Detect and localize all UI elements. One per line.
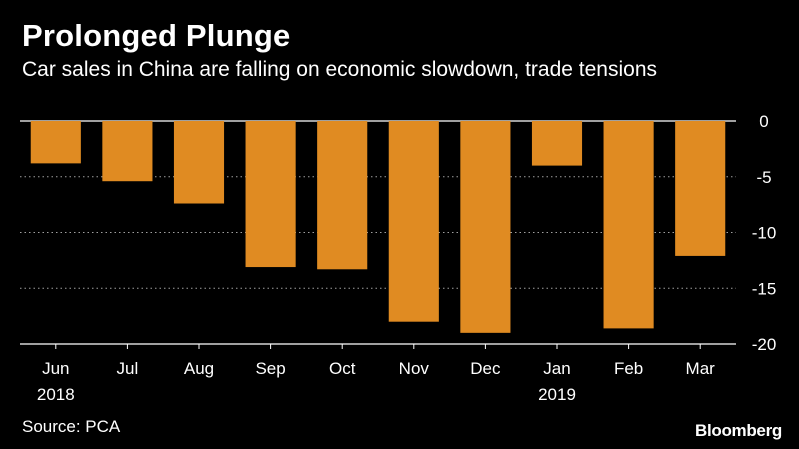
x-tick-label: Feb [614, 359, 643, 378]
bar-sep [245, 121, 296, 268]
bar-dec [460, 121, 511, 333]
year-label: 2019 [538, 385, 576, 404]
y-tick-label: -20 [752, 335, 777, 354]
bar-aug [173, 121, 225, 204]
year-label: 2018 [37, 385, 75, 404]
bar-jul [102, 121, 153, 182]
x-tick-label: Jul [117, 359, 139, 378]
x-tick-label: Nov [399, 359, 430, 378]
y-tick-label: 0 [759, 112, 768, 131]
y-tick-label: -5 [756, 168, 771, 187]
axes: 0 -5 -10 -15 -20 Jun Jul Aug Sep Oct Nov Dec Jan Feb M… [37, 112, 776, 404]
chart-subtitle: Car sales in China are falling on econom… [22, 58, 658, 81]
x-tick-label: Mar [686, 359, 716, 378]
source-note: Source: PCA [22, 417, 121, 436]
bar-feb [603, 121, 654, 329]
bars [30, 121, 726, 333]
x-tick-label: Jun [42, 359, 69, 378]
x-tick-label: Oct [329, 359, 356, 378]
x-tick-label: Sep [255, 359, 285, 378]
chart-title: Prolonged Plunge [22, 18, 291, 53]
y-tick-label: -15 [752, 279, 777, 298]
bloomberg-logo: Bloomberg [694, 421, 782, 440]
bar-oct [317, 121, 368, 270]
bar-nov [388, 121, 439, 322]
bar-mar [675, 121, 726, 256]
x-tick-label: Aug [184, 359, 214, 378]
bar-jun [30, 121, 81, 164]
x-tick-label: Dec [470, 359, 501, 378]
bar-jan [531, 121, 583, 166]
y-tick-label: -10 [752, 224, 777, 243]
x-tick-label: Jan [543, 359, 570, 378]
